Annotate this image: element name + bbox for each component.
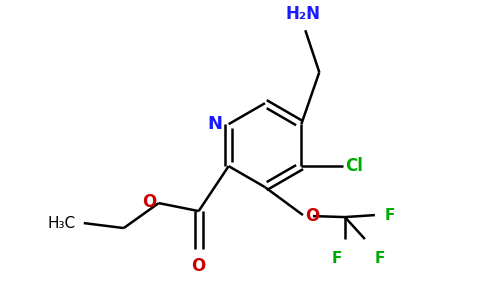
Text: O: O: [142, 193, 157, 211]
Text: F: F: [332, 251, 342, 266]
Text: F: F: [375, 251, 385, 266]
Text: H₃C: H₃C: [47, 216, 76, 231]
Text: H₂N: H₂N: [286, 5, 321, 23]
Text: O: O: [305, 207, 319, 225]
Text: O: O: [192, 257, 206, 275]
Text: Cl: Cl: [345, 157, 363, 175]
Text: F: F: [385, 208, 395, 223]
Text: N: N: [208, 115, 223, 133]
